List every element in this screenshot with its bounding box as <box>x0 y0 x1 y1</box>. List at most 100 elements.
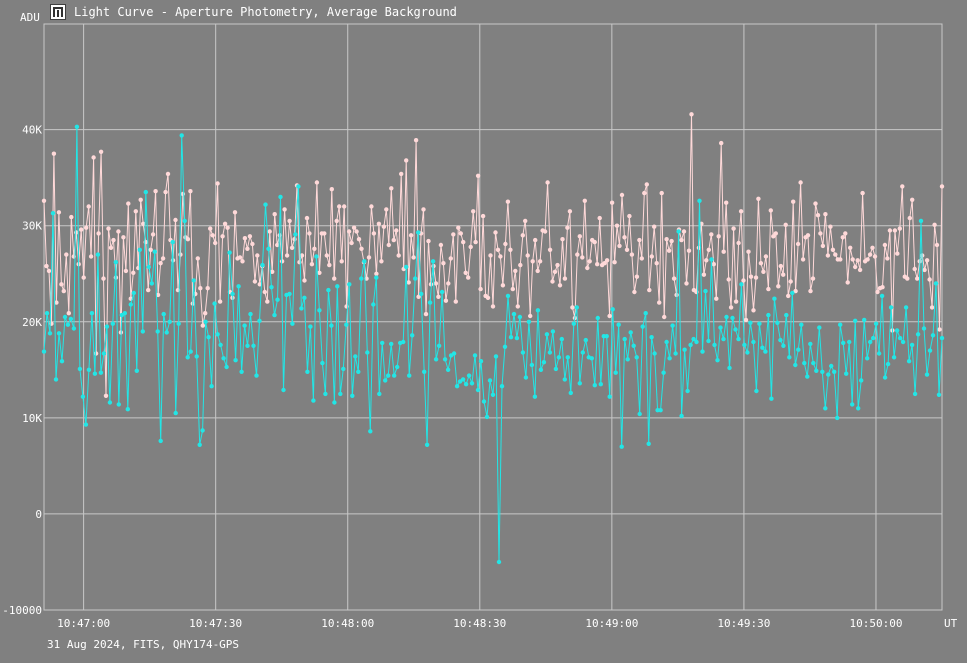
data-point <box>379 259 384 264</box>
data-point <box>595 262 600 267</box>
data-point <box>503 241 508 247</box>
data-point <box>337 204 342 209</box>
data-point <box>562 276 568 281</box>
data-point <box>670 323 675 328</box>
data-point <box>820 243 826 249</box>
data-point <box>96 231 101 236</box>
data-point <box>523 375 529 380</box>
data-point <box>487 378 493 383</box>
x-tick-label: 10:47:30 <box>189 617 242 630</box>
data-point <box>888 305 894 310</box>
data-point <box>376 221 382 226</box>
data-point <box>66 311 72 316</box>
data-point <box>344 322 349 327</box>
data-point <box>254 373 259 378</box>
data-point <box>679 413 684 419</box>
data-point <box>389 341 394 347</box>
data-point <box>198 286 203 291</box>
data-point <box>95 252 101 257</box>
data-point <box>885 361 891 367</box>
data-point <box>557 283 563 288</box>
data-point <box>664 339 669 345</box>
data-point <box>719 140 724 146</box>
data-point <box>287 291 292 297</box>
data-point <box>703 288 708 294</box>
data-point <box>453 299 458 304</box>
data-point <box>335 284 340 289</box>
data-point <box>909 342 915 348</box>
data-point <box>895 251 900 256</box>
data-point <box>517 314 523 320</box>
data-point <box>327 262 332 268</box>
data-point <box>293 232 298 237</box>
data-point <box>826 372 831 377</box>
data-point <box>41 349 47 354</box>
data-point <box>299 306 304 311</box>
data-point <box>781 343 786 348</box>
data-point <box>617 243 622 249</box>
x-tick-label: 10:49:00 <box>585 617 638 630</box>
data-point <box>738 209 744 214</box>
data-point <box>232 210 238 215</box>
data-point <box>887 228 893 233</box>
data-point <box>669 238 674 244</box>
data-point <box>724 200 729 205</box>
data-point <box>191 278 196 283</box>
data-point <box>323 391 328 397</box>
data-point <box>639 256 644 261</box>
data-point <box>284 253 290 258</box>
data-point <box>624 247 630 252</box>
data-point <box>334 218 339 224</box>
data-point <box>386 242 391 248</box>
data-point <box>106 226 111 231</box>
data-point <box>496 559 502 565</box>
x-tick-label: 10:49:30 <box>717 617 770 630</box>
data-point <box>64 252 69 257</box>
data-point <box>733 327 738 332</box>
data-point <box>269 285 274 290</box>
data-point <box>739 282 744 287</box>
data-point <box>458 231 463 236</box>
data-point <box>585 265 590 271</box>
data-point <box>912 266 917 272</box>
data-point <box>484 414 490 420</box>
data-point <box>164 330 169 335</box>
data-point <box>481 399 487 404</box>
data-point <box>607 394 612 399</box>
data-point <box>272 312 277 318</box>
data-point <box>113 260 119 265</box>
data-point <box>853 318 858 323</box>
data-point <box>922 267 927 273</box>
data-point <box>818 231 823 236</box>
data-point <box>640 324 645 329</box>
data-point <box>567 209 573 214</box>
data-point <box>778 263 783 269</box>
data-point <box>634 274 640 279</box>
data-point <box>646 441 651 446</box>
data-point <box>443 298 449 303</box>
data-point <box>910 197 915 202</box>
data-point <box>242 236 248 241</box>
data-point <box>850 257 855 262</box>
data-point <box>275 242 280 248</box>
data-point <box>830 247 836 252</box>
data-point <box>466 275 471 280</box>
data-point <box>180 191 186 197</box>
data-point <box>138 197 143 202</box>
data-point <box>882 242 888 248</box>
data-point <box>329 187 334 192</box>
data-point <box>614 223 620 228</box>
data-point <box>520 233 525 238</box>
data-point <box>900 184 905 189</box>
data-point <box>718 325 723 330</box>
data-point <box>701 272 707 277</box>
data-point <box>485 295 491 300</box>
data-point <box>855 258 860 263</box>
data-point <box>848 245 853 250</box>
data-point <box>133 209 138 214</box>
data-point <box>51 151 57 156</box>
data-point <box>110 321 116 326</box>
light-curve-app-icon[interactable] <box>50 4 66 20</box>
data-point <box>937 327 942 332</box>
